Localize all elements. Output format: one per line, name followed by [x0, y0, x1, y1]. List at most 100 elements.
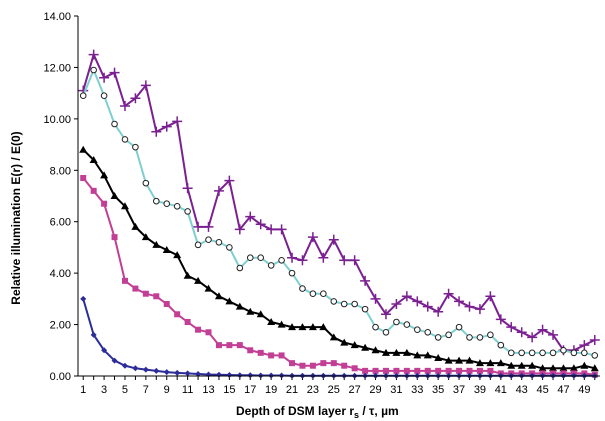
data-point — [140, 80, 151, 91]
data-point — [130, 93, 141, 104]
data-point — [90, 331, 97, 338]
data-point — [414, 326, 421, 334]
x-tick-label: 49 — [578, 384, 590, 396]
data-point — [205, 371, 212, 378]
x-tick-label: 35 — [432, 384, 444, 396]
data-point — [215, 238, 223, 246]
data-point — [549, 349, 557, 357]
data-point — [455, 323, 463, 331]
data-point — [153, 367, 160, 374]
data-point — [320, 360, 327, 367]
data-point — [581, 349, 588, 357]
data-point — [424, 367, 431, 374]
data-point — [539, 349, 546, 357]
x-tick-label: 25 — [328, 384, 340, 396]
y-tick-label: 6.00 — [50, 217, 71, 229]
data-point — [234, 224, 245, 235]
data-point — [309, 290, 317, 298]
data-point — [319, 323, 328, 331]
data-point — [466, 367, 473, 374]
data-point — [182, 183, 193, 194]
data-point — [236, 264, 244, 272]
data-point — [121, 277, 128, 284]
data-point — [79, 145, 88, 153]
series-triangle — [79, 145, 599, 372]
data-point — [475, 359, 484, 367]
data-point — [245, 211, 256, 222]
data-point — [142, 366, 149, 373]
x-tick-label: 1 — [80, 384, 86, 396]
data-point — [236, 372, 243, 379]
data-point — [382, 367, 389, 374]
y-tick-label: 14.00 — [43, 11, 71, 23]
data-point — [89, 156, 98, 163]
data-point — [349, 255, 360, 266]
data-point — [495, 314, 506, 325]
data-point — [414, 367, 421, 374]
data-point — [435, 367, 442, 374]
series-plus — [78, 49, 600, 356]
series-layer — [78, 49, 600, 379]
data-point — [372, 323, 379, 331]
data-point — [152, 240, 161, 248]
y-axis-ticks: 0.00 2.00 4.00 6.00 8.00 10.00 12.00 14.00 — [43, 11, 78, 383]
data-point — [163, 369, 170, 376]
data-point — [224, 175, 235, 186]
data-point — [538, 364, 547, 372]
data-point — [403, 367, 410, 374]
data-point — [391, 299, 402, 309]
x-axis-ticks: 1 3 5 7 9 11 13 15 17 19 21 23 25 27 29 31 33 35 37 39 41 43 4… — [80, 376, 596, 396]
data-point — [297, 255, 308, 266]
data-point — [193, 221, 204, 232]
x-tick-label: 41 — [495, 384, 507, 396]
data-point — [225, 297, 234, 305]
data-point — [119, 101, 130, 111]
data-point — [101, 200, 108, 207]
series-line — [82, 149, 596, 370]
data-point — [172, 116, 183, 127]
data-point — [413, 351, 422, 359]
x-tick-label: 29 — [369, 384, 381, 396]
data-point — [403, 321, 411, 328]
x-axis-title: Depth of DSM layer rs / τ, µm — [236, 404, 399, 420]
data-point — [257, 254, 265, 262]
data-point — [487, 331, 494, 339]
data-point — [132, 365, 139, 372]
data-point — [226, 371, 233, 378]
data-point — [184, 319, 191, 325]
data-point — [268, 372, 275, 379]
data-point — [226, 342, 233, 349]
y-tick-label: 0.00 — [50, 371, 71, 383]
data-point — [371, 346, 380, 354]
data-point — [287, 252, 298, 263]
data-point — [90, 187, 97, 194]
series-circle — [79, 66, 599, 359]
data-point — [474, 304, 485, 315]
data-point — [433, 306, 444, 317]
data-point — [109, 67, 120, 78]
data-point — [153, 197, 160, 205]
data-point — [153, 293, 160, 300]
data-point — [288, 323, 297, 331]
data-point — [195, 370, 202, 377]
data-point — [184, 208, 191, 215]
data-point — [476, 367, 483, 374]
data-point — [255, 219, 266, 230]
data-point — [443, 288, 454, 299]
x-tick-label: 27 — [349, 384, 361, 396]
data-point — [80, 175, 87, 181]
data-point — [497, 341, 505, 349]
x-tick-label: 13 — [202, 384, 214, 396]
y-tick-label: 8.00 — [50, 165, 71, 177]
data-point — [213, 185, 224, 196]
data-point — [423, 351, 432, 359]
data-point — [486, 359, 495, 367]
data-point — [236, 342, 243, 349]
data-point — [214, 292, 223, 300]
data-point — [174, 369, 181, 376]
data-point — [151, 126, 162, 137]
data-point — [246, 254, 254, 262]
data-point — [402, 348, 411, 356]
data-point — [266, 224, 277, 235]
